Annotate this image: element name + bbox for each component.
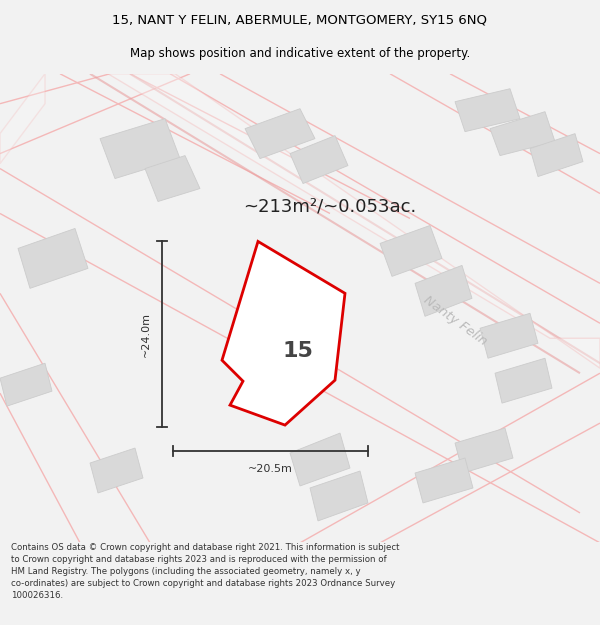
Polygon shape [290,136,348,184]
Polygon shape [495,358,552,403]
Polygon shape [530,134,583,176]
Polygon shape [455,428,513,473]
Polygon shape [18,229,88,288]
Polygon shape [290,433,350,486]
Polygon shape [222,241,345,425]
Polygon shape [90,448,143,493]
Text: ~213m²/~0.053ac.: ~213m²/~0.053ac. [243,198,416,216]
Polygon shape [415,266,472,316]
Polygon shape [490,112,555,156]
Text: ~20.5m: ~20.5m [248,464,293,474]
Text: ~24.0m: ~24.0m [141,312,151,357]
Polygon shape [0,74,45,164]
Polygon shape [455,89,520,132]
Polygon shape [108,74,600,368]
Polygon shape [380,226,442,276]
Text: Nanty Felin: Nanty Felin [421,294,489,349]
Polygon shape [145,156,200,201]
Polygon shape [310,471,368,521]
Text: 15, NANT Y FELIN, ABERMULE, MONTGOMERY, SY15 6NQ: 15, NANT Y FELIN, ABERMULE, MONTGOMERY, … [113,13,487,26]
Polygon shape [480,313,538,358]
Polygon shape [100,119,180,179]
Text: 15: 15 [283,341,313,361]
Polygon shape [415,458,473,503]
Polygon shape [0,363,52,406]
Text: Contains OS data © Crown copyright and database right 2021. This information is : Contains OS data © Crown copyright and d… [11,544,400,599]
Text: Map shows position and indicative extent of the property.: Map shows position and indicative extent… [130,47,470,59]
Polygon shape [245,109,315,159]
